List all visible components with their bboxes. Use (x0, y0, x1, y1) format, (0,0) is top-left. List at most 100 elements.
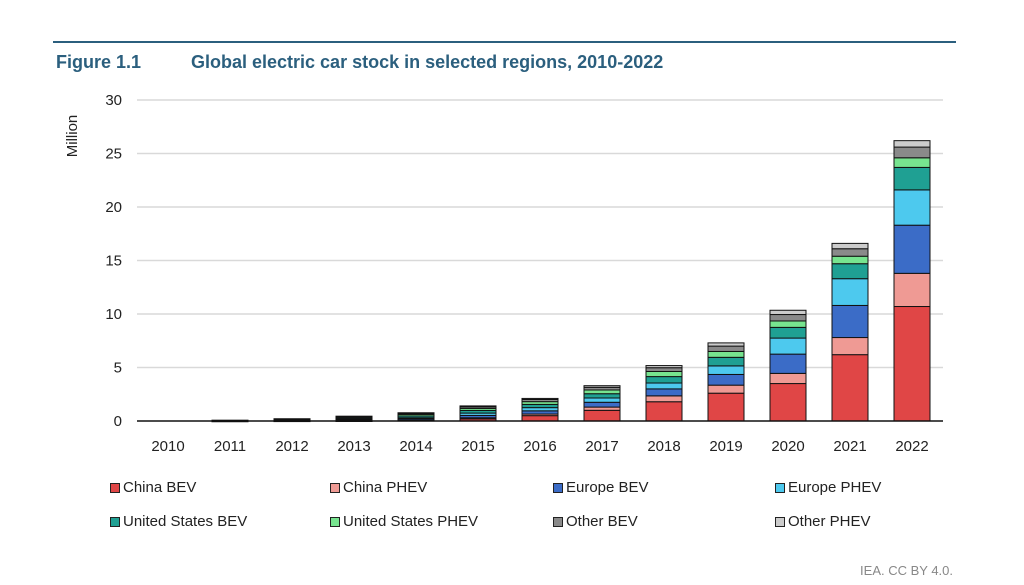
bar-segment (645, 401, 683, 422)
legend-item: China PHEV (330, 479, 427, 496)
legend-swatch (330, 516, 340, 527)
bar-segment (707, 350, 745, 358)
legend-swatch (110, 482, 120, 493)
bar-segment (335, 415, 373, 418)
x-tick-label: 2017 (585, 438, 618, 455)
legend-label: Europe PHEV (788, 479, 882, 496)
bar-segment (707, 356, 745, 367)
bar-segment (273, 418, 311, 421)
bar-segment (893, 224, 931, 274)
legend-item: United States BEV (110, 513, 247, 530)
bar-segment (893, 157, 931, 168)
bar-segment (583, 397, 621, 403)
y-tick-label: 30 (105, 92, 122, 109)
bar-segment (831, 255, 869, 265)
legend-label: China BEV (123, 479, 197, 496)
legend-item: United States PHEV (330, 513, 478, 530)
y-tick-label: 20 (105, 199, 122, 216)
legend-swatch (110, 516, 120, 527)
bar-segment (769, 314, 807, 322)
bar-segment (707, 392, 745, 422)
bar-segment (521, 397, 559, 400)
bar-segment (831, 242, 869, 250)
x-tick-label: 2016 (523, 438, 556, 455)
bar-segment (645, 395, 683, 403)
bar-stacks (211, 140, 931, 423)
legend-item: Europe BEV (553, 479, 649, 496)
y-axis-label: Million (64, 115, 81, 158)
chart-title: Global electric car stock in selected re… (191, 52, 664, 72)
x-tick-label: 2022 (895, 438, 928, 455)
top-rule (53, 41, 956, 43)
legend-label: China PHEV (343, 479, 428, 496)
x-tick-label: 2018 (647, 438, 680, 455)
x-tick-label: 2013 (337, 438, 370, 455)
legend-label: Other PHEV (788, 513, 871, 530)
bar-segment (831, 248, 869, 257)
bar-segment (831, 337, 869, 356)
bar-segment (583, 409, 621, 422)
bar-segment (707, 365, 745, 375)
bar-segment (769, 383, 807, 422)
bar-segment (645, 367, 683, 372)
bar-segment (707, 345, 745, 352)
x-tick-label: 2015 (461, 438, 494, 455)
legend-swatch (553, 516, 563, 527)
bar-segment (397, 412, 435, 415)
bar-segment (459, 405, 497, 408)
x-tick-label: 2020 (771, 438, 804, 455)
bar-segment (645, 388, 683, 397)
bar-segment (893, 189, 931, 226)
bar-segment (769, 337, 807, 355)
x-tick-label: 2014 (399, 438, 432, 455)
legend-item: Other BEV (553, 513, 638, 530)
bar-segment (645, 376, 683, 384)
gridlines (137, 99, 943, 369)
bar-segment (893, 272, 931, 308)
source-note: IEA. CC BY 4.0. (860, 563, 953, 578)
figure-label: Figure 1.1 (56, 52, 142, 72)
bar-segment (831, 263, 869, 280)
bar-segment (769, 353, 807, 374)
y-tick-label: 0 (114, 413, 122, 430)
bar-segment (893, 306, 931, 422)
bar-segment (831, 278, 869, 306)
x-tick-label: 2012 (275, 438, 308, 455)
legend-swatch (775, 482, 785, 493)
bar-segment (521, 415, 559, 422)
legend-swatch (553, 482, 563, 493)
x-tick-label: 2021 (833, 438, 866, 455)
bar-segment (893, 166, 931, 191)
legend-item: Other PHEV (775, 513, 871, 530)
bar-segment (583, 385, 621, 388)
legend-label: United States PHEV (343, 513, 479, 530)
x-tick-label: 2019 (709, 438, 742, 455)
legend-item: China BEV (110, 479, 196, 496)
y-axis-ticks: 0 5 10 15 20 25 30 (105, 92, 122, 430)
x-tick-label: 2010 (151, 438, 184, 455)
y-tick-label: 25 (105, 146, 122, 163)
bar-segment (707, 342, 745, 347)
legend-label: Europe BEV (566, 479, 649, 496)
bar-segment (707, 384, 745, 394)
bar-segment (583, 389, 621, 395)
bar-segment (769, 309, 807, 316)
bar-segment (583, 393, 621, 399)
bar-segment (769, 320, 807, 328)
bar-segment (645, 365, 683, 369)
y-tick-label: 5 (114, 360, 122, 377)
bar-segment (831, 354, 869, 422)
legend-swatch (775, 516, 785, 527)
bar-segment (645, 382, 683, 390)
y-tick-label: 10 (105, 306, 122, 323)
x-tick-label: 2011 (214, 438, 246, 455)
y-tick-label: 15 (105, 253, 122, 270)
bar-segment (893, 140, 931, 148)
x-axis-ticks: 2010 2011 2012 2013 2014 2015 2016 2017 2018 2019… (151, 438, 928, 455)
bar-segment (645, 370, 683, 378)
legend-swatch (330, 482, 340, 493)
bar-segment (769, 372, 807, 385)
legend-label: United States BEV (123, 513, 248, 530)
legend-item: Europe PHEV (775, 479, 881, 496)
